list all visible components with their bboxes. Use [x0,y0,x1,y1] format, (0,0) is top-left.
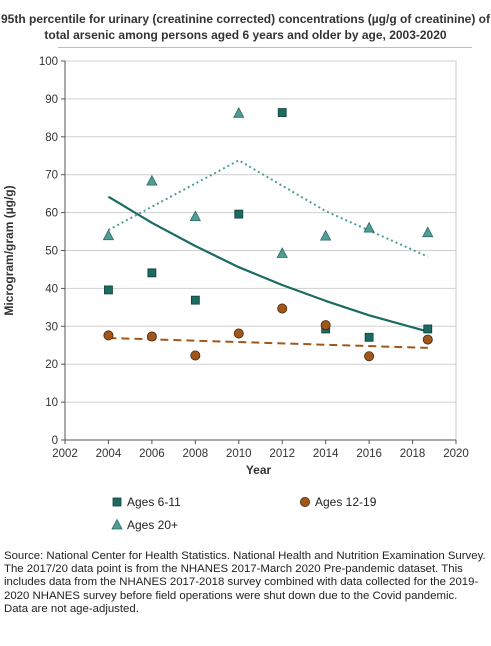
data-point-1 [277,108,287,117]
legend-label-3: Ages 20+ [127,518,178,532]
source-notes: Source: National Center for Health Stati… [4,550,490,616]
x-tick-label: 2018 [400,448,426,460]
data-point-3 [422,226,434,238]
x-tick-label: 2020 [443,448,469,460]
data-point-2 [277,303,288,314]
data-point-2 [103,330,114,341]
data-point-3 [320,229,332,241]
data-point-1 [104,285,113,295]
legend-marker-2 [299,496,310,507]
x-tick-label: 2008 [183,448,209,460]
data-point-1 [147,268,157,278]
y-tick-label: 40 [45,283,58,295]
y-tick-label: 90 [45,94,58,106]
x-tick-label: 2004 [96,448,122,460]
data-point-3 [102,229,115,241]
chart-title: 95th percentile for urinary (creatinine … [0,12,490,42]
arsenic-chart: 0 10 20 30 40 50 60 70 80 90 100 2002 2004 2006 2008 20… [2,56,469,532]
source-note-2: The 2017/20 data point is from the NHANE… [4,563,479,602]
y-tick-label: 20 [45,359,58,371]
data-point-3 [233,106,245,118]
x-axis-label: Year [246,463,272,477]
trend-lines [107,159,429,349]
data-point-3 [363,221,375,233]
data-point-3 [146,174,158,186]
source-note-1: Source: National Center for Health Stati… [4,550,486,562]
data-point-1 [190,295,200,305]
y-tick-label: 70 [45,170,58,182]
x-tick-label: 2014 [313,448,339,460]
legend-label-2: Ages 12-19 [315,495,377,509]
y-tick-label: 0 [52,435,58,447]
y-tick-label: 80 [45,132,58,144]
legend-label-1: Ages 6-11 [127,495,181,509]
data-point-3 [189,210,201,222]
y-tick-label: 60 [45,208,58,220]
legend-marker-1 [112,497,122,507]
y-axis-label: Microgram/gram (µg/g) [2,185,16,315]
data-point-1 [364,332,374,342]
data-points [102,106,434,362]
y-tick-label: 10 [45,397,58,409]
data-point-2 [190,350,201,361]
y-tick-label: 50 [45,246,58,258]
x-tick-label: 2002 [52,448,78,460]
data-point-2 [364,351,375,362]
y-tick-label: 100 [39,56,58,68]
data-point-2 [320,320,331,331]
data-point-1 [234,209,244,219]
data-point-2 [233,328,244,339]
y-tick-label: 30 [45,321,58,333]
axes: 0 10 20 30 40 50 60 70 80 90 100 2002 2004 2006 2008 20… [2,56,469,477]
legend-marker-3 [111,518,123,530]
trend-line-2 [108,337,428,349]
data-point-3 [276,247,288,258]
data-point-2 [422,334,433,345]
source-note-3: Data are not age-adjusted. [4,602,139,615]
x-tick-label: 2016 [356,448,382,460]
legend: Ages 6-11 Ages 12-19 Ages 20+ [111,495,377,532]
x-tick-label: 2012 [269,448,295,460]
data-point-1 [423,324,433,334]
x-tick-label: 2010 [226,448,252,460]
data-point-2 [146,331,157,342]
title-divider [58,47,472,48]
grid-lines [64,60,457,441]
x-tick-label: 2006 [139,448,165,460]
trend-line-1 [107,195,429,333]
